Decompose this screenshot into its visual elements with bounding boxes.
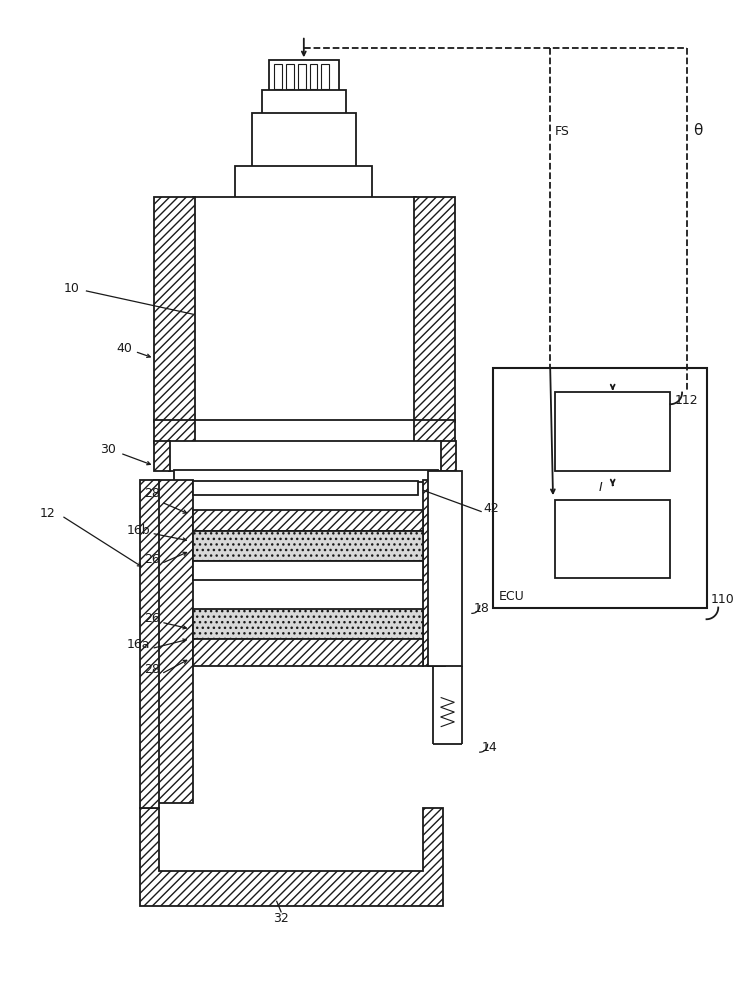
Bar: [441, 441, 456, 471]
Text: COM: COM: [595, 532, 630, 547]
Text: 42: 42: [483, 502, 500, 515]
Bar: [154, 441, 170, 471]
Bar: [414, 420, 455, 443]
Text: ECU: ECU: [498, 590, 524, 603]
Bar: [193, 510, 423, 531]
Bar: [174, 470, 438, 482]
Text: 112: 112: [675, 394, 698, 407]
Bar: [139, 480, 159, 808]
Bar: [555, 392, 670, 471]
Bar: [193, 481, 418, 495]
Bar: [298, 64, 306, 89]
Text: 32: 32: [274, 912, 289, 925]
Bar: [423, 480, 444, 666]
Bar: [169, 441, 443, 471]
Bar: [193, 561, 423, 580]
Bar: [193, 197, 416, 422]
Text: FS: FS: [555, 125, 570, 138]
Bar: [252, 113, 356, 168]
Text: 14: 14: [482, 741, 497, 754]
Text: 110: 110: [711, 593, 734, 606]
Text: I: I: [599, 481, 603, 494]
Bar: [193, 531, 423, 561]
Bar: [262, 90, 346, 114]
Text: 18: 18: [474, 602, 490, 615]
Bar: [310, 64, 317, 89]
Bar: [193, 639, 423, 666]
Bar: [235, 166, 372, 199]
Text: 12: 12: [40, 507, 55, 520]
Text: 16b: 16b: [127, 524, 151, 537]
Bar: [193, 609, 423, 639]
Bar: [428, 471, 462, 666]
Polygon shape: [139, 808, 443, 906]
Text: 28: 28: [145, 663, 160, 676]
Bar: [414, 197, 455, 422]
Text: 16a: 16a: [127, 638, 151, 651]
Text: 10: 10: [63, 282, 79, 295]
Text: θ: θ: [693, 123, 702, 138]
Text: 30: 30: [100, 443, 117, 456]
Text: 28: 28: [145, 487, 160, 500]
Bar: [494, 368, 706, 608]
Bar: [322, 64, 329, 89]
Text: 26: 26: [145, 612, 160, 625]
Text: 40: 40: [116, 342, 132, 355]
Text: INV: INV: [599, 424, 626, 439]
Text: 26: 26: [145, 553, 160, 566]
Bar: [154, 420, 196, 443]
Bar: [154, 197, 196, 422]
Bar: [286, 64, 294, 89]
Bar: [193, 420, 416, 443]
Bar: [555, 500, 670, 578]
Bar: [269, 60, 339, 91]
Bar: [154, 480, 193, 803]
Bar: [275, 64, 283, 89]
